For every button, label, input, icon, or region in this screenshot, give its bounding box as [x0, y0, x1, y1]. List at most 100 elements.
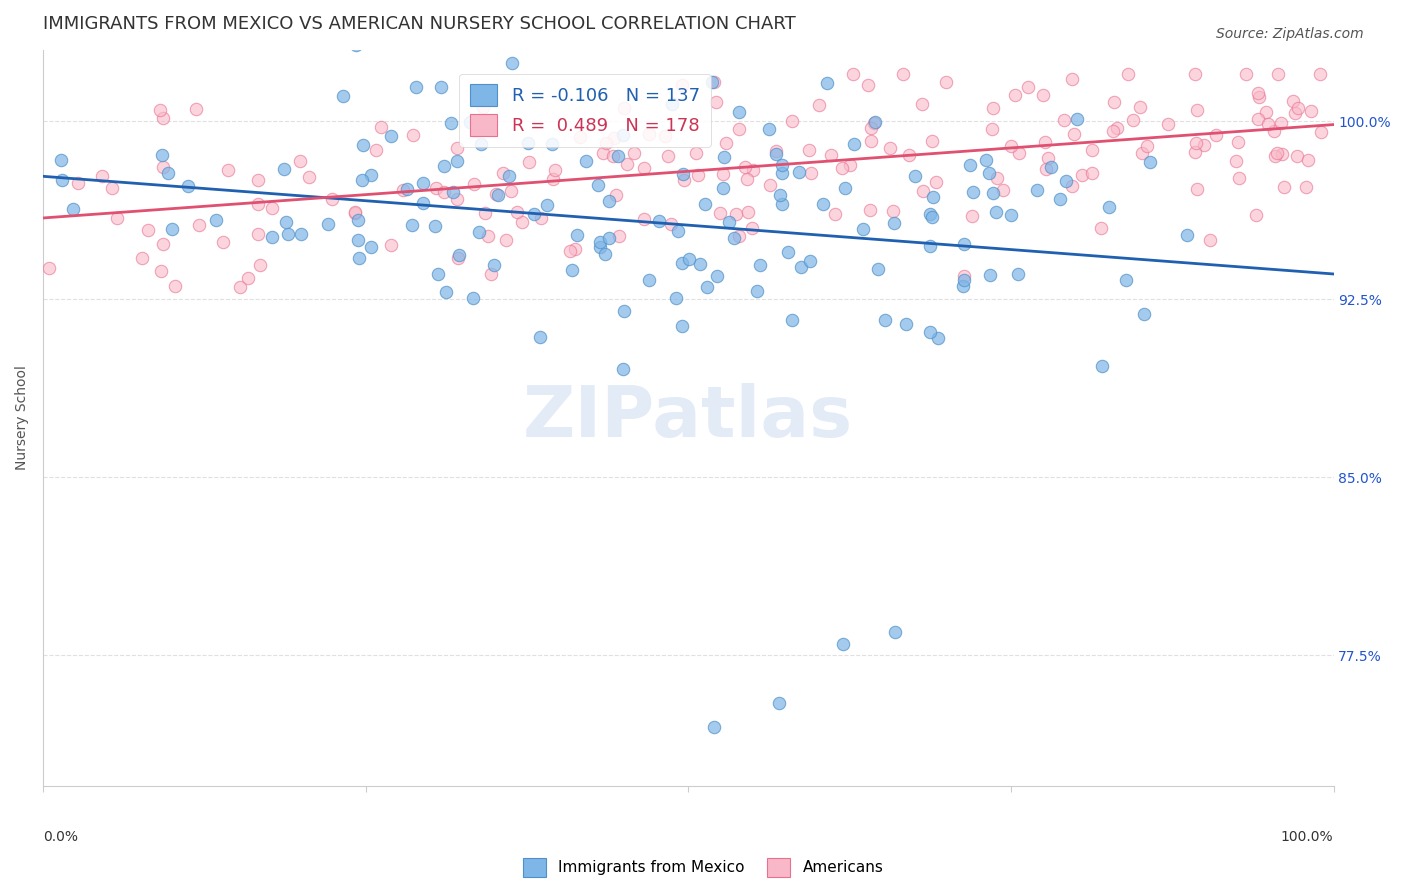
- Point: [706, 268, 728, 283]
- Point: [799, 143, 821, 157]
- Point: [262, 201, 284, 215]
- Point: [862, 115, 884, 129]
- Point: [612, 128, 634, 143]
- Point: [831, 161, 853, 175]
- Point: [1081, 144, 1104, 158]
- Point: [689, 257, 711, 271]
- Point: [38, 260, 60, 275]
- Point: [105, 211, 128, 226]
- Point: [277, 227, 299, 242]
- Point: [492, 166, 515, 180]
- Point: [1185, 103, 1208, 118]
- Point: [434, 285, 457, 299]
- Point: [484, 258, 506, 272]
- Point: [693, 196, 716, 211]
- Point: [1035, 162, 1057, 177]
- Point: [1116, 66, 1139, 80]
- Point: [1295, 180, 1317, 194]
- Point: [343, 206, 366, 220]
- Point: [1270, 147, 1292, 161]
- Point: [589, 240, 612, 254]
- Point: [150, 148, 173, 162]
- Point: [1205, 128, 1227, 142]
- Point: [859, 120, 882, 135]
- Point: [883, 624, 905, 639]
- Point: [90, 169, 112, 183]
- Point: [290, 227, 312, 241]
- Point: [832, 637, 855, 651]
- Point: [602, 131, 624, 145]
- Text: 0.0%: 0.0%: [44, 830, 77, 845]
- Point: [703, 75, 725, 89]
- Point: [544, 163, 567, 178]
- Point: [741, 221, 763, 235]
- Point: [352, 138, 374, 153]
- Point: [1264, 149, 1286, 163]
- Point: [441, 186, 464, 200]
- Point: [696, 280, 718, 294]
- Point: [517, 136, 540, 150]
- Point: [1132, 307, 1154, 321]
- Point: [815, 76, 838, 90]
- Point: [911, 97, 934, 112]
- Point: [432, 185, 454, 199]
- Point: [592, 145, 614, 160]
- Point: [952, 272, 974, 286]
- Point: [343, 204, 366, 219]
- Point: [332, 89, 354, 103]
- Point: [471, 100, 494, 114]
- Point: [918, 207, 941, 221]
- Point: [737, 205, 759, 219]
- Point: [787, 164, 810, 178]
- Point: [981, 102, 1004, 116]
- Point: [960, 209, 983, 223]
- Point: [529, 330, 551, 344]
- Point: [1225, 153, 1247, 168]
- Point: [839, 158, 862, 172]
- Point: [613, 304, 636, 318]
- Point: [921, 210, 943, 224]
- Text: Source: ZipAtlas.com: Source: ZipAtlas.com: [1216, 27, 1364, 41]
- Point: [1247, 89, 1270, 103]
- Point: [749, 258, 772, 272]
- Point: [598, 230, 620, 244]
- Point: [1104, 95, 1126, 109]
- Point: [633, 161, 655, 176]
- Point: [742, 162, 765, 177]
- Point: [485, 187, 508, 202]
- Point: [911, 184, 934, 198]
- Point: [1136, 138, 1159, 153]
- Point: [898, 147, 921, 161]
- Point: [1139, 155, 1161, 169]
- Point: [860, 134, 883, 148]
- Point: [152, 111, 174, 125]
- Point: [1063, 127, 1085, 141]
- Point: [51, 153, 73, 167]
- Point: [711, 181, 734, 195]
- Point: [290, 154, 312, 169]
- Point: [935, 74, 957, 88]
- Point: [205, 212, 228, 227]
- Point: [759, 178, 782, 193]
- Point: [246, 227, 269, 241]
- Point: [1270, 116, 1292, 130]
- Point: [602, 148, 624, 162]
- Point: [1299, 104, 1322, 119]
- Point: [347, 233, 370, 247]
- Point: [392, 183, 415, 197]
- Point: [633, 212, 655, 227]
- Point: [360, 240, 382, 254]
- Point: [713, 150, 735, 164]
- Point: [1066, 112, 1088, 127]
- Legend: R = -0.106   N = 137, R =  0.489   N = 178: R = -0.106 N = 137, R = 0.489 N = 178: [460, 73, 710, 146]
- Point: [883, 216, 905, 230]
- Point: [425, 180, 447, 194]
- Point: [1115, 272, 1137, 286]
- Point: [1157, 117, 1180, 131]
- Point: [1185, 182, 1208, 196]
- Point: [713, 167, 735, 181]
- Point: [446, 192, 468, 206]
- Point: [530, 211, 553, 225]
- Point: [605, 188, 627, 202]
- Point: [1049, 192, 1071, 206]
